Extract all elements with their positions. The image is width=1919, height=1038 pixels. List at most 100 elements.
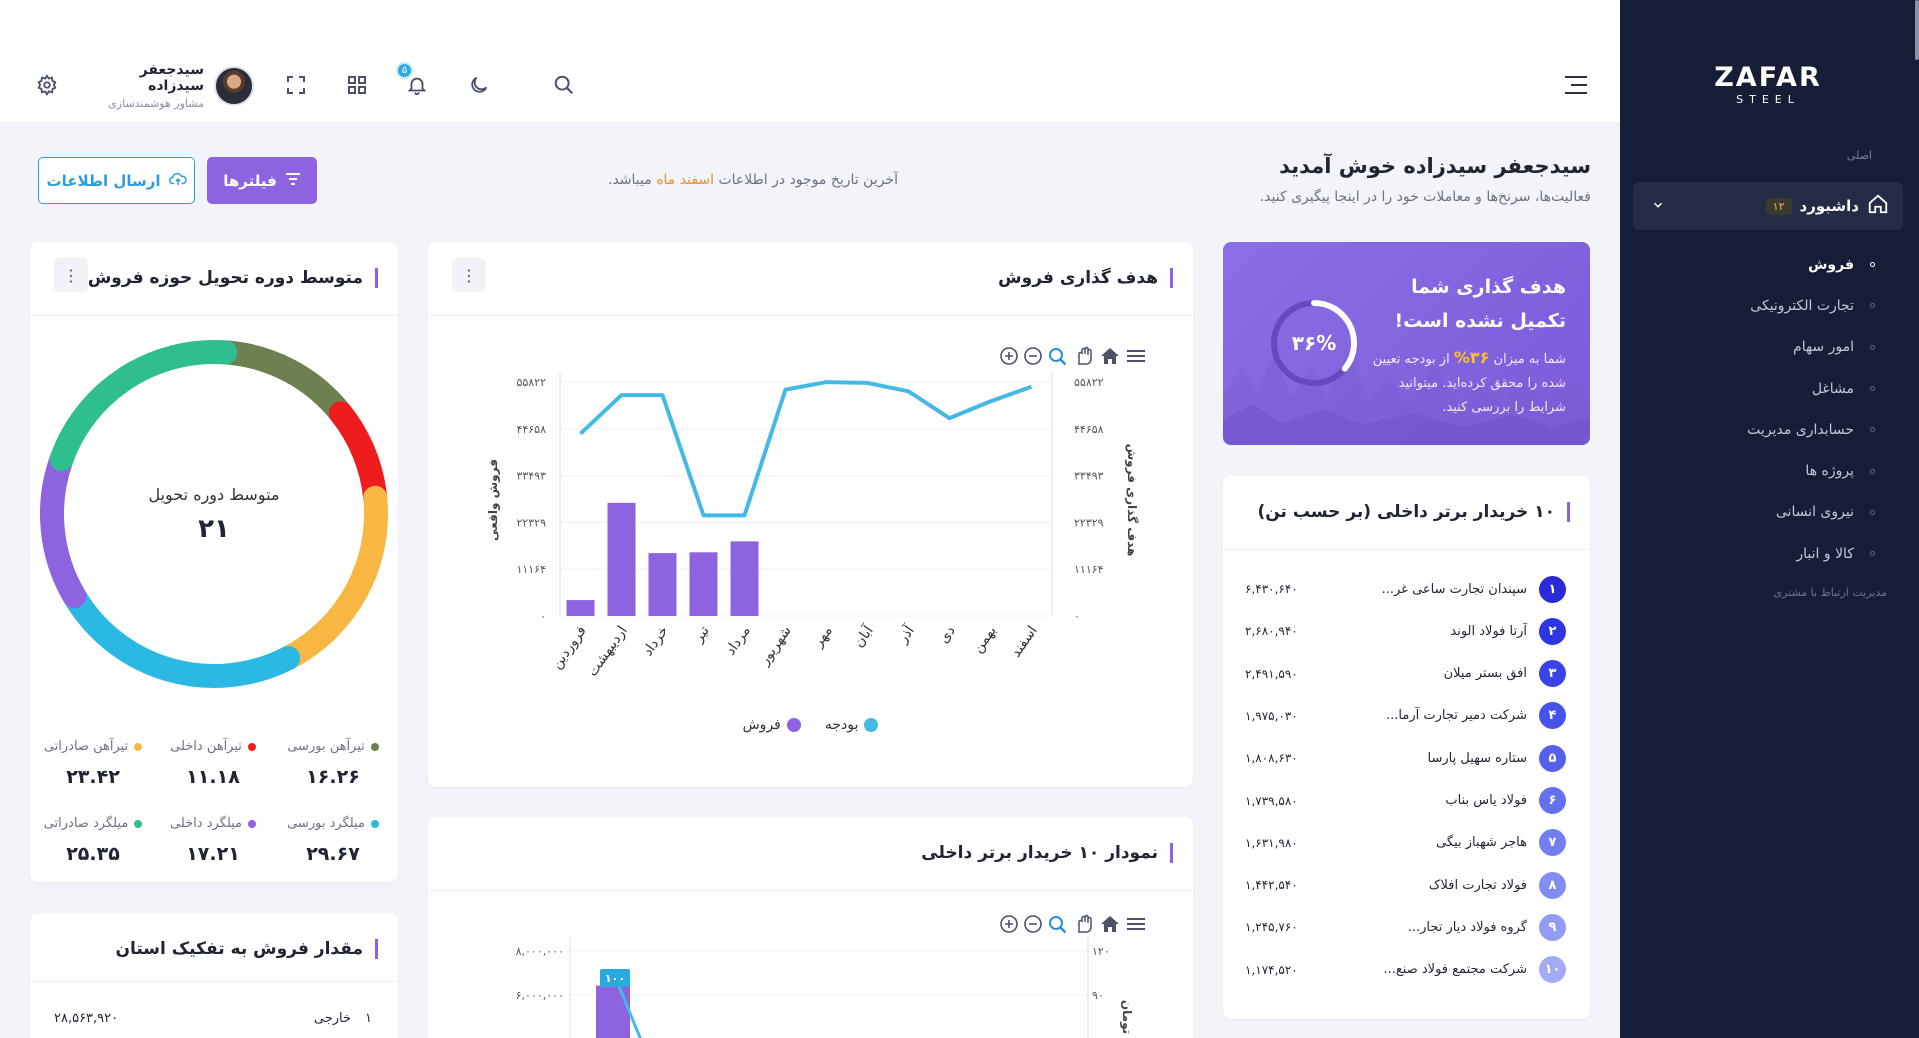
- donut-center-label: متوسط دوره تحویل: [148, 485, 279, 505]
- chart-menu-icon[interactable]: [1125, 346, 1147, 366]
- data-label: ۱۰۰: [605, 972, 625, 985]
- x-tick-label: خرداد: [640, 623, 672, 659]
- goal-text-suffix: از بودجه تعیین شده را محقق کرده‌اید. میت…: [1372, 352, 1566, 415]
- province-row-value: ۲۸,۵۶۳,۹۲۰: [54, 1011, 119, 1026]
- legend-dot: [134, 819, 143, 828]
- rank-badge: ۸: [1539, 871, 1566, 899]
- buyer-name: ستاره سهیل پارسا: [1427, 750, 1528, 766]
- sales-goal-card: هدف گذاری فروش ⋮ ۰ ۰ ۱۱۱۶۴ ۱۱۱۶۴ ۲۲۳۲۹ ۲۲۳۲۹ ۳…: [428, 242, 1193, 787]
- buyer-name: هاجر شهباز بیگی: [1436, 835, 1527, 851]
- buyer-row[interactable]: ۵ ستاره سهیل پارسا ۱,۸۰۸,۶۳۰: [1245, 742, 1566, 774]
- search-icon[interactable]: [551, 72, 577, 98]
- goal-title: هدف گذاری شما تکمیل نشده است!: [1394, 276, 1566, 332]
- sidebar-item-accounting[interactable]: حسابداری مدیریت: [1635, 409, 1875, 450]
- filters-button[interactable]: فیلترها: [207, 157, 317, 204]
- send-data-button[interactable]: ارسال اطلاعات: [38, 157, 195, 204]
- buyer-value: ۲,۶۸۰,۹۴۰: [1245, 624, 1298, 639]
- buyer-name: افق بستر میلان: [1443, 666, 1527, 682]
- buyer-row[interactable]: ۷ هاجر شهباز بیگی ۱,۶۳۱,۹۸۰: [1245, 827, 1566, 859]
- sales-goal-chart: ۰ ۰ ۱۱۱۶۴ ۱۱۱۶۴ ۲۲۳۲۹ ۲۲۳۲۹ ۳۳۴۹۳ ۳۳۴۹۳ ۴۴۶۵۸ ۴۴۶…: [486, 372, 1139, 680]
- sidebar-item-warehouse[interactable]: کالا و انبار: [1635, 533, 1875, 574]
- buyer-row[interactable]: ۳ افق بستر میلان ۲,۴۹۱,۵۹۰: [1245, 658, 1566, 690]
- buyer-row[interactable]: ۸ فولاد تجارت افلاک ۱,۴۴۲,۵۴۰: [1245, 869, 1566, 901]
- buyer-row[interactable]: ۶ فولاد یاس بناب ۱,۷۳۹,۵۸۰: [1245, 785, 1566, 817]
- user-profile[interactable]: سیدجعفر سیدزاده مشاور هوشمندسازی: [86, 62, 254, 110]
- more-options-button[interactable]: ⋮: [54, 258, 88, 292]
- sidebar-item-projects[interactable]: پروژه ها: [1635, 450, 1875, 491]
- delivery-legend-item[interactable]: تیرآهن داخلی ۱۱.۱۸: [158, 739, 268, 788]
- zoom-in-icon[interactable]: [999, 914, 1019, 934]
- legend-item-budget[interactable]: بودجه: [825, 717, 879, 733]
- buyer-row[interactable]: ۲ آرتا فولاد الوند ۲,۶۸۰,۹۴۰: [1245, 615, 1566, 647]
- avatar: [214, 66, 254, 106]
- y-tick-right: ۲۲۳۲۹: [1074, 516, 1104, 529]
- chart-toolbar: [999, 914, 1147, 934]
- line-top10: [614, 978, 642, 1038]
- legend-label: فروش: [742, 717, 781, 733]
- rank-badge: ۶: [1539, 787, 1566, 814]
- y-tick-left: ۲۲۳۲۹: [516, 516, 546, 529]
- zoom-select-icon[interactable]: [1047, 346, 1069, 366]
- buyer-value: ۲,۴۹۱,۵۹۰: [1245, 666, 1298, 681]
- last-date-suffix: میباشد.: [608, 172, 652, 188]
- bell-icon[interactable]: [404, 72, 430, 98]
- fullscreen-icon[interactable]: [283, 72, 309, 98]
- top10-chart-card: نمودار ۱۰ خریدار برتر داخلی ۶,۰۰۰,۰۰۰ ۹۰ ۸…: [428, 817, 1193, 1038]
- x-tick-label: تیر: [690, 623, 713, 646]
- legend-dot: [134, 742, 143, 751]
- rank-badge: ۳: [1539, 660, 1566, 688]
- sidebar-item-sales[interactable]: فروش: [1635, 244, 1875, 285]
- chart-legend: بودجه فروش: [428, 717, 1193, 733]
- y-tick-left: ۱۱۱۶۴: [516, 563, 546, 576]
- sidebar-scrollbar[interactable]: [1915, 0, 1919, 60]
- bar-sales: [730, 541, 759, 616]
- chevron-down-icon[interactable]: [1651, 197, 1665, 216]
- province-title: مقدار فروش به تفکیک استان: [115, 939, 378, 959]
- buyer-value: ۱,۹۷۵,۰۳۰: [1245, 708, 1298, 723]
- delivery-legend-item[interactable]: میلگرد داخلی ۱۷.۲۱: [158, 816, 268, 865]
- buyer-row[interactable]: ۴ شرکت دمیر تجارت آرما... ۱,۹۷۵,۰۳۰: [1245, 700, 1566, 732]
- bar-sales: [607, 502, 636, 616]
- zoom-select-icon[interactable]: [1047, 914, 1069, 934]
- sidebar-item-shares[interactable]: امور سهام: [1635, 327, 1875, 368]
- buyer-row[interactable]: ۱ سپندان تجارت ساعی غر... ۶,۴۳۰,۶۴۰: [1245, 573, 1566, 605]
- bullet-icon: [1870, 386, 1875, 392]
- y-tick-right: ۳۳۴۹۳: [1074, 470, 1104, 483]
- hamburger-icon[interactable]: [1563, 72, 1589, 98]
- y-tick-left: ۰: [540, 610, 546, 623]
- legend-title: میلگرد داخلی: [158, 816, 268, 831]
- delivery-legend-item[interactable]: تیرآهن صادراتی ۲۳.۴۲: [38, 739, 148, 788]
- chart-menu-icon[interactable]: [1125, 914, 1147, 934]
- x-tick-label: اسفند: [1008, 623, 1041, 660]
- sidebar-item-jobs[interactable]: مشاغل: [1635, 368, 1875, 409]
- gear-icon[interactable]: [34, 72, 60, 98]
- sidebar-item-dashboard[interactable]: داشبورد ۱۲: [1633, 182, 1903, 230]
- more-options-button[interactable]: ⋮: [452, 258, 486, 292]
- sidebar-item-ecommerce[interactable]: تجارت الکترونیکی: [1635, 285, 1875, 326]
- buyer-row[interactable]: ۹ گروه فولاد دیار تجار... ۱,۲۴۵,۷۶۰: [1245, 911, 1566, 943]
- zoom-out-icon[interactable]: [1023, 914, 1043, 934]
- legend-item-sales[interactable]: فروش: [743, 717, 801, 733]
- delivery-legend-item[interactable]: میلگرد بورسی ۲۹.۶۷: [278, 816, 388, 865]
- pan-hand-icon[interactable]: [1073, 914, 1095, 934]
- rank-badge: ۹: [1539, 913, 1566, 941]
- buyer-value: ۱,۸۰۸,۶۳۰: [1245, 751, 1298, 766]
- divider: [30, 981, 398, 982]
- zoom-out-icon[interactable]: [1023, 346, 1043, 366]
- reset-home-icon[interactable]: [1099, 346, 1121, 366]
- apps-grid-icon[interactable]: [344, 72, 370, 98]
- delivery-legend-item[interactable]: میلگرد صادراتی ۲۵.۳۵: [38, 816, 148, 865]
- reset-home-icon[interactable]: [1099, 914, 1121, 934]
- top10-chart: ۶,۰۰۰,۰۰۰ ۹۰ ۸,۰۰۰,۰۰۰ ۱۲۰ تومان ۱۰۰: [516, 937, 1134, 1038]
- app-logo[interactable]: ZAFAR STEEL: [1713, 64, 1823, 105]
- legend-title: تیرآهن داخلی: [158, 739, 268, 754]
- bar-sales: [648, 553, 677, 616]
- pan-hand-icon[interactable]: [1073, 346, 1095, 366]
- delivery-legend-item[interactable]: تیرآهن بورسی ۱۶.۲۶: [278, 739, 388, 788]
- dark-mode-icon[interactable]: [466, 72, 492, 98]
- buyer-row[interactable]: ۱۰ شرکت مجتمع فولاد صنع... ۱,۱۷۴,۵۲۰: [1245, 954, 1566, 986]
- zoom-in-icon[interactable]: [999, 346, 1019, 366]
- sidebar-item-hr[interactable]: نیروی انسانی: [1635, 492, 1875, 533]
- y-axis-title-right: تومان: [1119, 1000, 1134, 1034]
- rank-badge: ۲: [1539, 617, 1566, 645]
